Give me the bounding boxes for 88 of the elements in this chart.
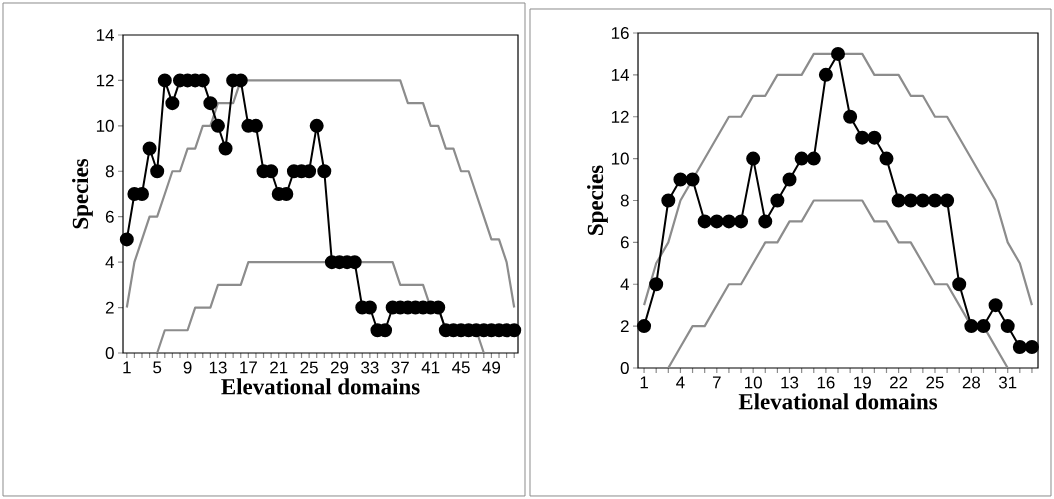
point bbox=[150, 164, 165, 179]
point bbox=[843, 109, 858, 124]
y-tick-label: 14 bbox=[96, 29, 114, 41]
y-axis-title: Species bbox=[72, 158, 93, 229]
y-axis-title: Species bbox=[587, 165, 608, 235]
point bbox=[637, 319, 652, 334]
point bbox=[915, 193, 930, 208]
x-tick-label: 5 bbox=[153, 361, 162, 374]
x-tick-label: 33 bbox=[361, 361, 379, 374]
y-tick-label: 6 bbox=[620, 236, 629, 249]
point bbox=[673, 172, 688, 187]
point bbox=[782, 172, 797, 187]
point bbox=[818, 67, 833, 82]
point bbox=[976, 319, 991, 334]
point bbox=[964, 319, 979, 334]
point bbox=[119, 232, 134, 247]
y-tick-label: 4 bbox=[105, 256, 114, 268]
point bbox=[1000, 319, 1015, 334]
point bbox=[746, 151, 761, 166]
x-tick-label: 1 bbox=[123, 361, 131, 374]
point bbox=[317, 164, 332, 179]
point bbox=[309, 118, 324, 133]
point bbox=[855, 130, 870, 145]
x-tick-label: 45 bbox=[452, 361, 470, 374]
point bbox=[734, 214, 749, 229]
point bbox=[806, 151, 821, 166]
x-axis-title: Elevational domains bbox=[738, 393, 938, 410]
point bbox=[218, 141, 233, 156]
point bbox=[685, 172, 700, 187]
point bbox=[142, 141, 157, 156]
y-tick-label: 14 bbox=[611, 69, 629, 81]
y-tick-label: 8 bbox=[105, 165, 114, 178]
y-tick-label: 2 bbox=[105, 301, 114, 314]
point bbox=[697, 214, 712, 229]
x-tick-label: 22 bbox=[890, 376, 908, 389]
point bbox=[203, 96, 218, 111]
x-axis-title: Elevational domains bbox=[221, 378, 420, 395]
x-tick-label: 19 bbox=[854, 376, 871, 389]
x-tick-label: 10 bbox=[745, 376, 762, 389]
y-tick-label: 0 bbox=[620, 361, 629, 374]
x-tick-label: 16 bbox=[817, 376, 835, 389]
x-tick-label: 7 bbox=[712, 376, 721, 389]
point bbox=[988, 298, 1003, 313]
point bbox=[940, 193, 955, 208]
point bbox=[952, 277, 967, 292]
x-tick-label: 41 bbox=[421, 361, 440, 374]
point bbox=[157, 73, 172, 88]
point bbox=[165, 96, 180, 111]
point bbox=[831, 46, 846, 61]
y-tick-label: 12 bbox=[611, 110, 629, 123]
y-tick-label: 0 bbox=[105, 346, 114, 359]
x-tick-label: 13 bbox=[209, 361, 227, 374]
x-tick-label: 29 bbox=[330, 361, 349, 374]
point bbox=[649, 277, 664, 292]
x-tick-label: 13 bbox=[781, 376, 799, 389]
y-tick-label: 8 bbox=[620, 194, 629, 207]
y-tick-label: 6 bbox=[105, 210, 114, 223]
x-tick-label: 28 bbox=[962, 376, 981, 389]
point bbox=[770, 193, 785, 208]
point bbox=[1012, 340, 1027, 355]
x-tick-label: 37 bbox=[391, 361, 409, 374]
point bbox=[210, 118, 225, 133]
y-tick-label: 16 bbox=[611, 26, 629, 39]
x-tick-label: 1 bbox=[640, 376, 648, 389]
point bbox=[891, 193, 906, 208]
x-tick-label: 25 bbox=[926, 376, 944, 389]
point bbox=[661, 193, 676, 208]
point bbox=[758, 214, 773, 229]
point bbox=[1024, 340, 1039, 355]
point bbox=[794, 151, 809, 166]
y-tick-label: 2 bbox=[620, 320, 629, 333]
point bbox=[721, 214, 736, 229]
x-tick-label: 31 bbox=[998, 376, 1017, 389]
x-tick-label: 17 bbox=[240, 361, 257, 374]
x-tick-label: 25 bbox=[300, 361, 318, 374]
x-tick-label: 9 bbox=[183, 361, 192, 374]
y-tick-label: 10 bbox=[96, 119, 114, 132]
point bbox=[927, 193, 942, 208]
x-tick-label: 49 bbox=[482, 361, 501, 374]
point bbox=[903, 193, 918, 208]
x-tick-label: 21 bbox=[270, 361, 288, 374]
y-tick-label: 4 bbox=[620, 278, 629, 291]
y-tick-label: 12 bbox=[96, 74, 114, 87]
point bbox=[867, 130, 882, 145]
point bbox=[879, 151, 894, 166]
y-tick-label: 10 bbox=[611, 152, 629, 165]
point bbox=[709, 214, 724, 229]
x-tick-label: 4 bbox=[676, 376, 685, 389]
